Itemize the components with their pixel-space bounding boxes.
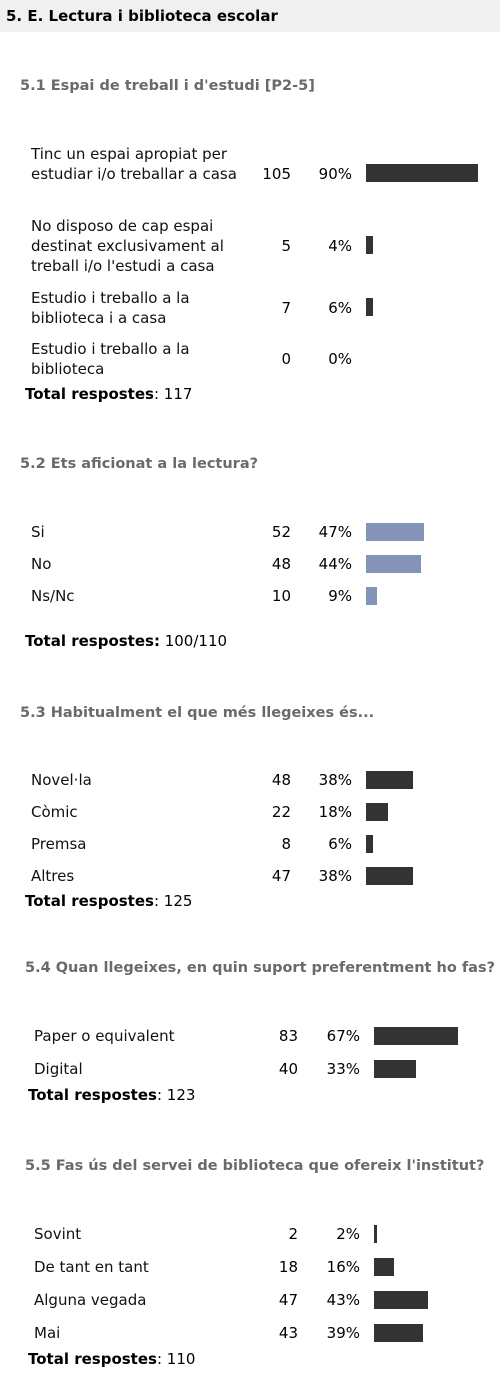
answer-bar bbox=[374, 1291, 428, 1309]
answer-percent: 16% bbox=[326, 1258, 360, 1276]
section-title: 5.4 Quan llegeixes, en quin suport prefe… bbox=[25, 960, 496, 976]
answer-label: Novel·la bbox=[31, 771, 92, 789]
total-value: : 123 bbox=[156, 1086, 196, 1104]
answer-count: 83 bbox=[278, 1027, 298, 1045]
answer-label: No disposo de cap espai destinat exclusi… bbox=[31, 217, 224, 275]
total-label: Total respostes bbox=[28, 1350, 157, 1368]
answer-percent: 38% bbox=[318, 771, 352, 789]
answer-percent: 44% bbox=[318, 555, 352, 573]
answer-label: Tinc un espai apropiat per estudiar i/o … bbox=[31, 145, 237, 183]
section-title: 5.2 Ets aficionat a la lectura? bbox=[20, 456, 259, 472]
answer-bar bbox=[366, 164, 478, 182]
answer-label: Estudio i treballo a la biblioteca i a c… bbox=[31, 289, 190, 327]
total-responses: Total respostes: 110 bbox=[28, 1350, 195, 1368]
answer-count: 48 bbox=[271, 771, 291, 789]
answer-percent: 90% bbox=[318, 165, 352, 183]
answer-percent: 39% bbox=[326, 1324, 360, 1342]
total-label: Total respostes bbox=[28, 1086, 157, 1104]
answer-count: 48 bbox=[271, 555, 291, 573]
total-label: Total respostes bbox=[25, 892, 154, 910]
answer-label: Ns/Nc bbox=[31, 587, 75, 605]
page-title: 5. E. Lectura i biblioteca escolar bbox=[0, 0, 500, 32]
answer-percent: 47% bbox=[318, 523, 352, 541]
answer-label: Paper o equivalent bbox=[34, 1027, 175, 1045]
answer-count: 105 bbox=[262, 165, 291, 183]
answer-bar bbox=[366, 523, 424, 541]
answer-percent: 18% bbox=[318, 803, 352, 821]
answer-count: 7 bbox=[281, 299, 291, 317]
answer-percent: 38% bbox=[318, 867, 352, 885]
section-title: 5.1 Espai de treball i d'estudi [P2-5] bbox=[20, 78, 315, 94]
answer-label: Mai bbox=[34, 1324, 61, 1342]
answer-bar bbox=[374, 1258, 394, 1276]
answer-percent: 67% bbox=[326, 1027, 360, 1045]
answer-label: Sovint bbox=[34, 1225, 82, 1243]
total-value: : 110 bbox=[156, 1350, 196, 1368]
answer-bar bbox=[366, 298, 373, 316]
answer-bar bbox=[374, 1027, 458, 1045]
answer-percent: 33% bbox=[326, 1060, 360, 1078]
answer-count: 2 bbox=[288, 1225, 298, 1243]
answer-count: 10 bbox=[271, 587, 291, 605]
answer-bar bbox=[366, 867, 413, 885]
total-value: 100/110 bbox=[159, 632, 228, 650]
answer-percent: 9% bbox=[328, 587, 352, 605]
answer-percent: 43% bbox=[326, 1291, 360, 1309]
total-label: Total respostes: bbox=[25, 632, 160, 650]
answer-label: De tant en tant bbox=[34, 1258, 149, 1276]
answer-count: 8 bbox=[281, 835, 291, 853]
total-responses: Total respostes: 100/110 bbox=[25, 632, 227, 650]
answer-bar bbox=[366, 587, 377, 605]
answer-percent: 2% bbox=[336, 1225, 360, 1243]
total-label: Total respostes bbox=[25, 385, 154, 403]
answer-percent: 0% bbox=[328, 350, 352, 368]
answer-label: Estudio i treballo a la biblioteca bbox=[31, 340, 190, 378]
section-title: 5.5 Fas ús del servei de biblioteca que … bbox=[25, 1158, 485, 1174]
answer-bar bbox=[374, 1225, 377, 1243]
total-value: : 117 bbox=[153, 385, 193, 403]
answer-count: 5 bbox=[281, 237, 291, 255]
answer-label: Alguna vegada bbox=[34, 1291, 147, 1309]
answer-bar bbox=[374, 1324, 423, 1342]
answer-percent: 6% bbox=[328, 835, 352, 853]
answer-bar bbox=[366, 771, 413, 789]
section-title: 5.3 Habitualment el que més llegeixes és… bbox=[20, 705, 375, 721]
answer-bar bbox=[366, 803, 388, 821]
answer-label: Digital bbox=[34, 1060, 83, 1078]
answer-bar bbox=[366, 236, 373, 254]
answer-count: 47 bbox=[271, 867, 291, 885]
answer-count: 52 bbox=[271, 523, 291, 541]
answer-percent: 6% bbox=[328, 299, 352, 317]
answer-label: Si bbox=[31, 523, 45, 541]
total-responses: Total respostes: 117 bbox=[25, 385, 192, 403]
answer-label: Altres bbox=[31, 867, 75, 885]
answer-percent: 4% bbox=[328, 237, 352, 255]
answer-label: No bbox=[31, 555, 52, 573]
answer-count: 40 bbox=[278, 1060, 298, 1078]
answer-bar bbox=[374, 1060, 416, 1078]
answer-bar bbox=[366, 835, 373, 853]
answer-count: 0 bbox=[281, 350, 291, 368]
answer-count: 47 bbox=[278, 1291, 298, 1309]
answer-bar bbox=[366, 555, 421, 573]
answer-count: 43 bbox=[278, 1324, 298, 1342]
answer-label: Premsa bbox=[31, 835, 87, 853]
answer-label: Còmic bbox=[31, 803, 78, 821]
answer-count: 22 bbox=[271, 803, 291, 821]
total-value: : 125 bbox=[153, 892, 193, 910]
total-responses: Total respostes: 125 bbox=[25, 892, 192, 910]
answer-count: 18 bbox=[278, 1258, 298, 1276]
total-responses: Total respostes: 123 bbox=[28, 1086, 195, 1104]
